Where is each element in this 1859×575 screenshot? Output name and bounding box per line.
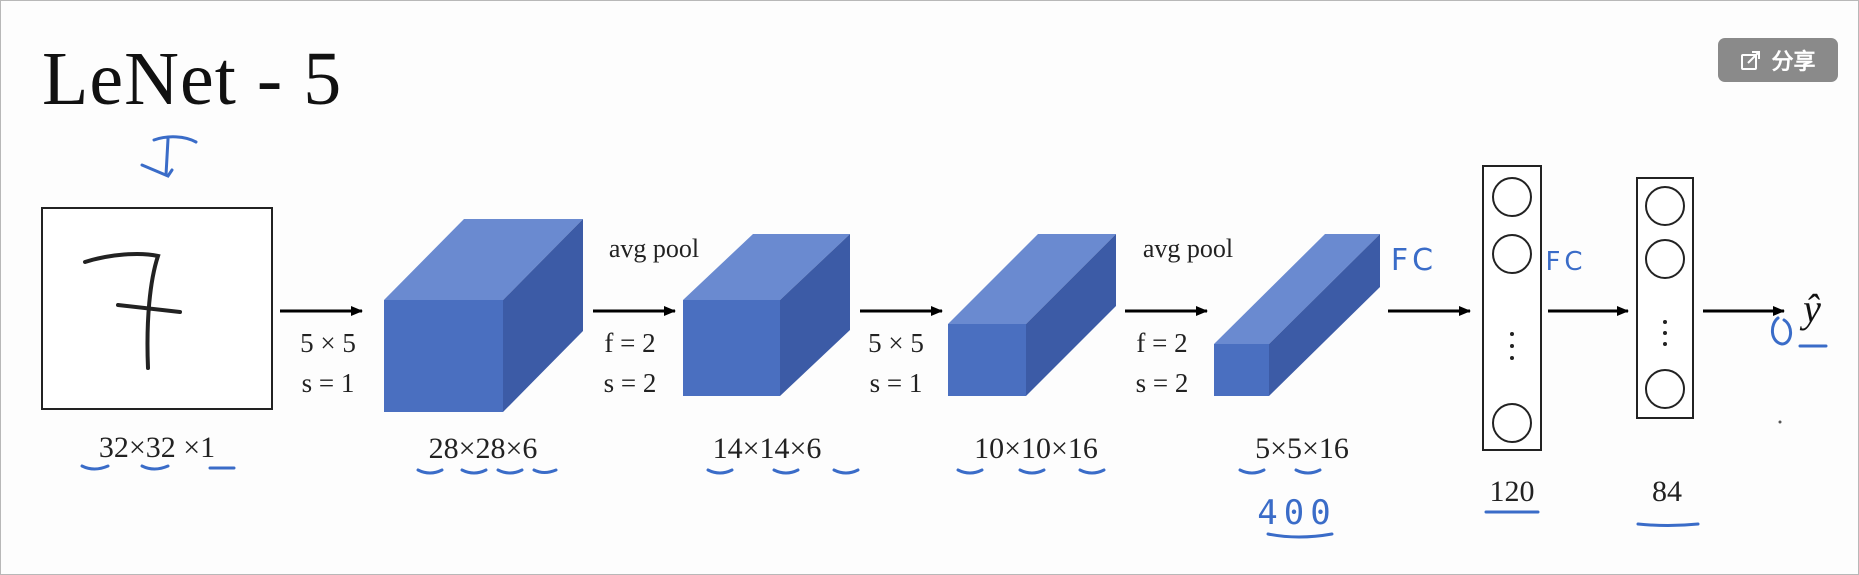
fc1-neuron — [1492, 403, 1532, 443]
fc-layer-84 — [1636, 177, 1694, 419]
pool1-op-label: avg pool — [609, 234, 699, 263]
pool2-stride-label: s = 2 — [1136, 368, 1189, 398]
fc1-annotation: FC — [1391, 243, 1437, 278]
volume-pool1 — [683, 234, 850, 396]
volume2-size-label: 14×14×6 — [713, 432, 822, 465]
volume1-size-label: 28×28×6 — [429, 432, 538, 465]
fc2-neuron — [1645, 369, 1685, 409]
fc1-size-label: 120 — [1490, 475, 1535, 508]
volume-conv2 — [948, 234, 1116, 396]
output-handwritten-annotation — [1771, 316, 1828, 348]
conv1-stride-label: s = 1 — [302, 368, 355, 398]
volume-conv1 — [384, 219, 583, 412]
volume3-size-label: 10×10×16 — [974, 432, 1098, 465]
share-label: 分享 — [1771, 50, 1816, 75]
volume4-underline — [1238, 468, 1322, 475]
output-label: ŷ — [1799, 286, 1821, 331]
conv1-filter-label: 5 × 5 — [300, 328, 356, 358]
share-button[interactable]: 分享 — [1718, 38, 1838, 82]
fc2-underline — [1636, 522, 1700, 527]
volume2-underline — [706, 468, 860, 475]
volume3-underline — [956, 468, 1106, 475]
fc1-neuron — [1492, 234, 1532, 274]
input-image — [41, 207, 273, 410]
volume4-size-label: 5×5×16 — [1255, 432, 1349, 465]
volume1-underline — [416, 468, 558, 475]
pool1-filter-label: f = 2 — [604, 328, 655, 358]
conv2-filter-label: 5 × 5 — [868, 328, 924, 358]
pool1-stride-label: s = 2 — [604, 368, 657, 398]
slide-title: LeNet - 5 — [42, 37, 343, 121]
fc2-size-label: 84 — [1652, 475, 1682, 508]
pool2-op-label: avg pool — [1143, 234, 1233, 263]
fc2-neuron — [1645, 239, 1685, 279]
share-icon — [1741, 51, 1761, 70]
fc1-neuron — [1492, 177, 1532, 217]
volume-pool2 — [1214, 234, 1380, 396]
input-size-underline — [80, 464, 236, 471]
flatten-annotation: 400 — [1257, 493, 1336, 533]
flatten-underline — [1266, 532, 1334, 539]
conv2-stride-label: s = 1 — [870, 368, 923, 398]
handwritten-digit-7 — [83, 252, 182, 370]
fc2-neuron — [1645, 186, 1685, 226]
fc2-annotation: FC — [1545, 247, 1586, 277]
pool2-filter-label: f = 2 — [1136, 328, 1187, 358]
input-size-label: 32×32 ×1 — [99, 431, 215, 464]
fc-layer-120 — [1482, 165, 1542, 451]
handwritten-arrow-annotation — [140, 135, 198, 178]
